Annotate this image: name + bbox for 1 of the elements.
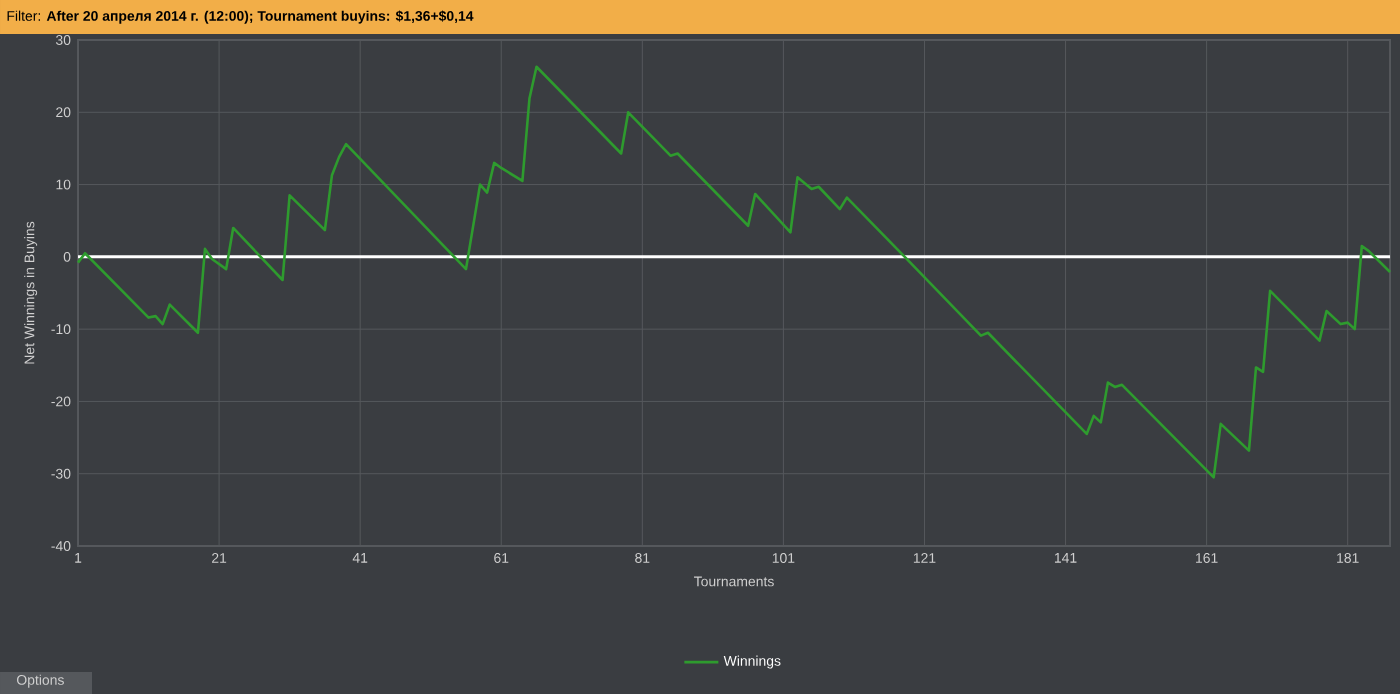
- line-series: [76, 65, 1392, 479]
